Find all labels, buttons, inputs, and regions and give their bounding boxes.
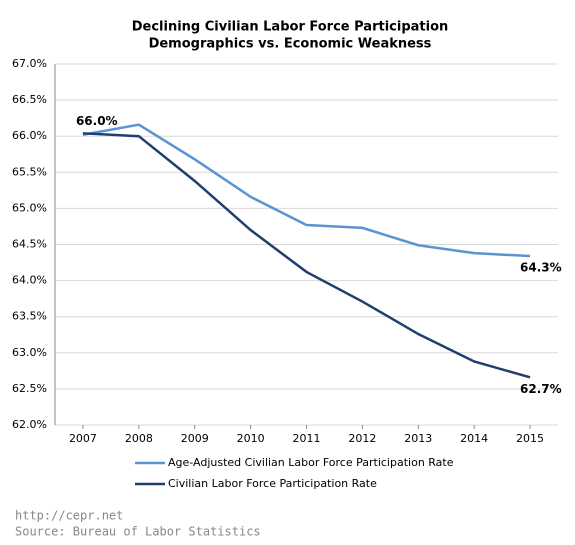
x-tick-label: 2008 (125, 432, 153, 445)
y-tick-label: 64.5% (12, 238, 47, 251)
y-tick-label: 64.0% (12, 274, 47, 287)
source-url: http://cepr.net (15, 509, 123, 523)
y-tick-label: 66.0% (12, 129, 47, 142)
y-tick-label: 66.5% (12, 93, 47, 106)
y-tick-label: 63.0% (12, 346, 47, 359)
source-note: Source: Bureau of Labor Statistics (15, 525, 261, 539)
legend-label: Age-Adjusted Civilian Labor Force Partic… (168, 456, 454, 469)
y-tick-label: 62.0% (12, 418, 47, 431)
series-line (82, 123, 531, 258)
x-tick-label: 2007 (69, 432, 97, 445)
x-tick-label: 2009 (181, 432, 209, 445)
x-tick-label: 2010 (237, 432, 265, 445)
series-line (82, 132, 531, 379)
y-tick-label: 62.5% (12, 382, 47, 395)
x-tick-label: 2012 (348, 432, 376, 445)
x-tick-label: 2014 (460, 432, 488, 445)
data-label: 64.3% (520, 261, 562, 275)
y-tick-label: 67.0% (12, 57, 47, 70)
x-tick-label: 2011 (293, 432, 321, 445)
y-tick-label: 63.5% (12, 310, 47, 323)
x-tick-label: 2013 (404, 432, 432, 445)
y-tick-label: 65.5% (12, 165, 47, 178)
data-label: 62.7% (520, 382, 562, 396)
chart-subtitle: Demographics vs. Economic Weakness (149, 37, 432, 52)
legend-label: Civilian Labor Force Participation Rate (168, 477, 377, 490)
data-label: 66.0% (76, 114, 118, 128)
x-tick-label: 2015 (516, 432, 544, 445)
chart-title: Declining Civilian Labor Force Participa… (132, 20, 449, 35)
y-tick-label: 65.0% (12, 201, 47, 214)
